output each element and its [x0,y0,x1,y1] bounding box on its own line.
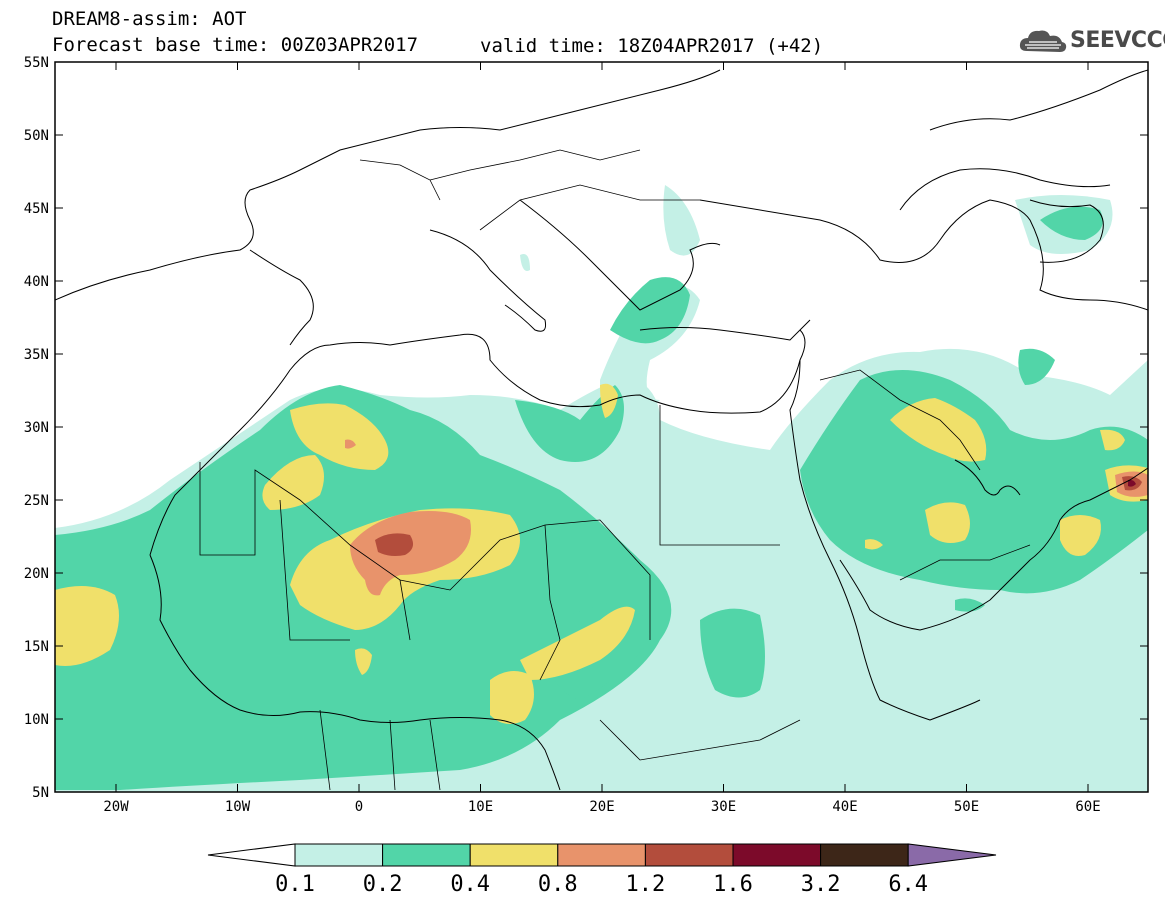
logo-text: SEEVCCC [1070,28,1165,53]
colorbar-over-arrow [907,843,997,867]
lat-label: 15N [24,639,49,655]
colorbar-label: 0.8 [538,872,578,897]
lat-label: 35N [24,347,49,363]
aot-level-1.6 [1128,479,1136,487]
base-time-title: Forecast base time: 00Z03APR2017 [52,34,419,56]
colorbar-label: 0.2 [363,872,403,897]
colorbar-swatch [382,843,471,867]
lat-label: 10N [24,712,49,728]
lon-label: 60E [1075,799,1100,815]
colorbar-label: 1.6 [713,872,753,897]
lon-label: 40E [832,799,857,815]
model-title: DREAM8-assim: AOT [52,8,247,30]
aot-field [55,62,1148,792]
lon-label: 30E [711,799,736,815]
lon-label: 10W [225,799,251,815]
lat-label: 20N [24,566,49,582]
colorbar-swatch [469,843,559,867]
colorbar-label: 0.4 [450,872,490,897]
colorbar-swatch [557,843,646,867]
lat-label: 25N [24,493,49,509]
lon-label: 50E [954,799,979,815]
valid-time-title: valid time: 18Z04APR2017 (+42) [480,35,824,57]
cloud-icon [1019,30,1067,52]
seevccc-logo: SEEVCCC [1017,25,1165,57]
lat-label: 5N [32,785,49,801]
lat-label: 50N [24,128,49,144]
borders [199,149,1031,791]
lon-label: 0 [355,799,363,815]
lon-label: 20E [589,799,614,815]
colorbar-label: 3.2 [801,872,841,897]
colorbar-swatch [294,843,384,867]
lat-label: 55N [24,55,49,71]
coastlines [55,69,1148,791]
colorbar-under-arrow [207,843,296,867]
colorbar-swatch [732,843,822,867]
colorbar-swatch [644,843,734,867]
colorbar: 0.1 0.2 0.4 0.8 1.2 1.6 3.2 6.4 [207,843,997,897]
lon-label: 20W [103,799,129,815]
colorbar-label: 6.4 [888,872,928,897]
lat-label: 40N [24,274,49,290]
colorbar-label: 0.1 [275,872,315,897]
lat-label: 45N [24,201,49,217]
latitude-axis: 55N 50N 45N 40N 35N 30N 25N 20N 15N 10N 5N [24,55,1148,801]
colorbar-label: 1.2 [626,872,666,897]
colorbar-swatch [820,843,909,867]
lat-label: 30N [24,420,49,436]
lon-label: 10E [468,799,493,815]
aot-level-1.2 [375,476,1142,556]
longitude-axis: 20W 10W 0 10E 20E 30E 40E 50E 60E [103,62,1101,815]
